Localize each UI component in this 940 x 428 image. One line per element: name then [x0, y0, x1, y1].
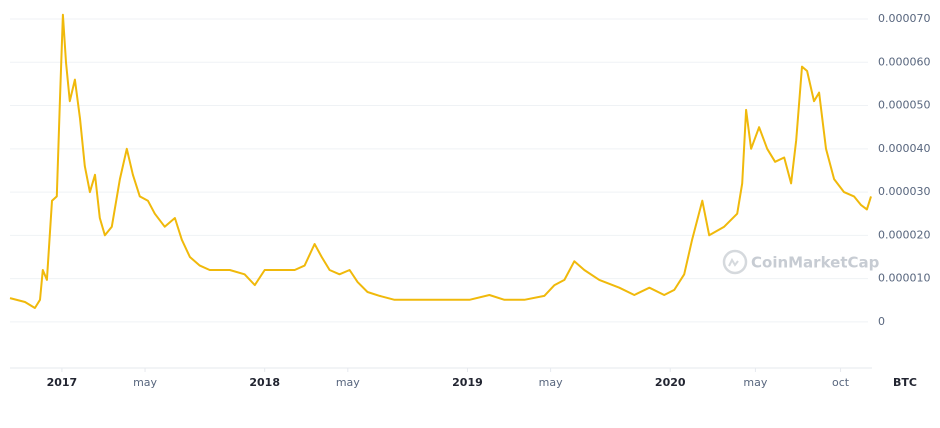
- x-tick-label: 2018: [249, 376, 280, 389]
- x-tick-label: may: [336, 376, 360, 389]
- x-tick-label: 2019: [452, 376, 483, 389]
- y-tick-label: 0.000050: [878, 99, 931, 112]
- y-tick-label: 0.000030: [878, 185, 931, 198]
- x-tick-label: may: [539, 376, 563, 389]
- y-tick-label: 0: [878, 315, 885, 328]
- x-tick-label: may: [133, 376, 157, 389]
- watermark-logo: [722, 249, 748, 275]
- price-line: [9, 13, 872, 309]
- y-tick-label: 0.000010: [878, 272, 931, 285]
- x-tick-label: 2020: [655, 376, 686, 389]
- x-tick-label: oct: [832, 376, 850, 389]
- y-tick-label: 0.000070: [878, 12, 931, 25]
- y-tick-label: 0.000060: [878, 55, 931, 68]
- y-tick-label: 0.000020: [878, 228, 931, 241]
- y-tick-label: 0.000040: [878, 142, 931, 155]
- x-tick-label: 2017: [47, 376, 78, 389]
- watermark: CoinMarketCap: [751, 254, 880, 272]
- unit-label: BTC: [893, 376, 917, 389]
- x-tick-label: may: [743, 376, 767, 389]
